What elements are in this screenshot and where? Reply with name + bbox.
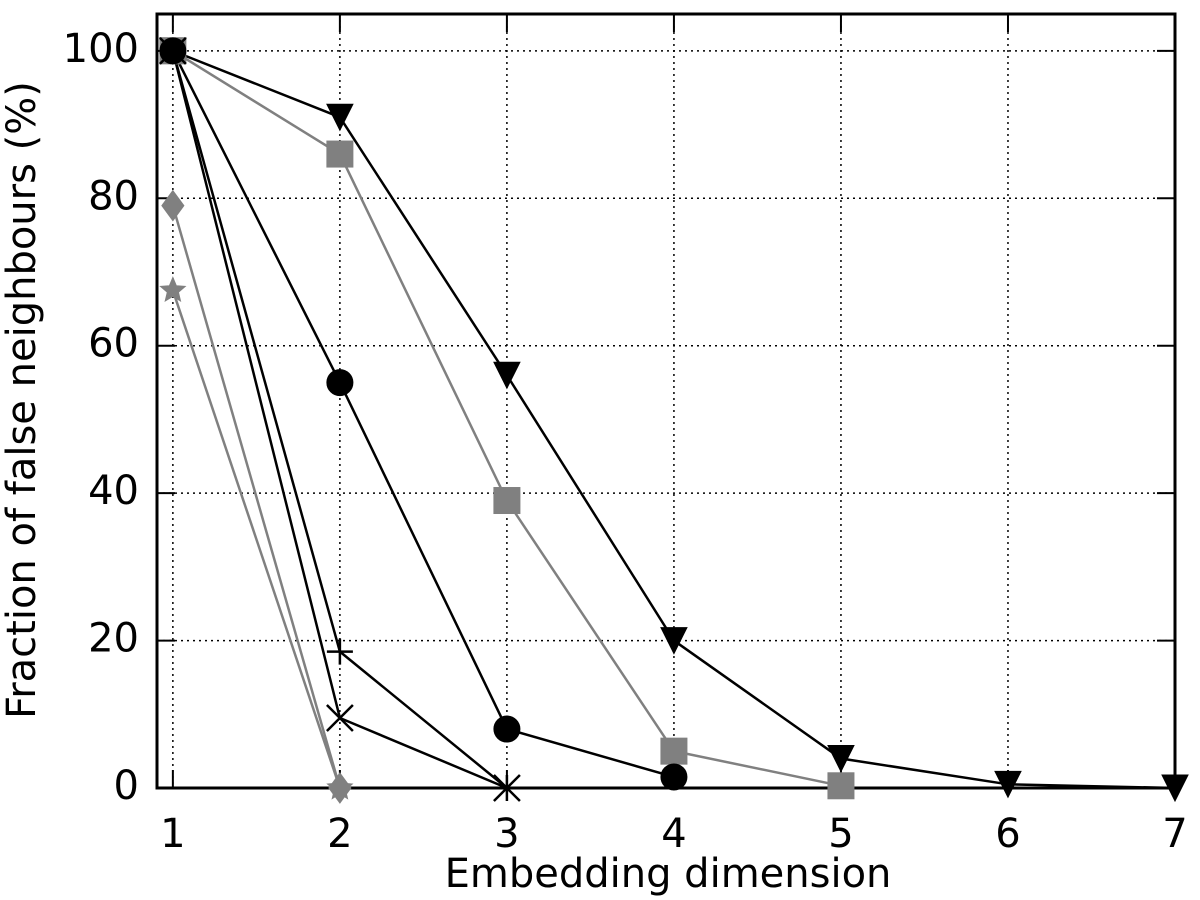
x-tick-label: 5: [828, 811, 853, 857]
marker: [493, 361, 521, 390]
x-tick-label: 1: [160, 811, 185, 857]
marker: [493, 715, 521, 743]
marker: [660, 627, 688, 655]
series-line: [171, 205, 342, 789]
x-tick-label: 7: [1162, 811, 1187, 857]
marker: [827, 745, 855, 773]
y-tick-label: 40: [88, 468, 139, 514]
marker: [326, 103, 354, 132]
marker: [660, 763, 688, 791]
y-tick-label: 20: [88, 616, 139, 662]
plot-frame: [155, 12, 1177, 790]
marker: [326, 369, 354, 397]
y-tick-label: 60: [88, 321, 139, 367]
y-axis-label: Fraction of false neighbours (%): [0, 81, 45, 719]
marker: [827, 772, 855, 800]
marker: [326, 773, 354, 800]
marker: [1161, 774, 1189, 803]
y-tick-label: 100: [63, 26, 139, 72]
marker: [161, 189, 185, 222]
marker: [326, 704, 354, 732]
marker: [159, 276, 187, 302]
series-line: [172, 49, 1176, 790]
x-axis-label: Embedding dimension: [445, 851, 892, 897]
marker: [493, 487, 521, 515]
y-tick-label: 0: [114, 763, 139, 809]
marker: [326, 140, 354, 168]
marker: [326, 638, 353, 665]
x-tick-label: 6: [995, 811, 1020, 857]
marker: [493, 774, 521, 802]
series-line: [171, 290, 342, 789]
x-tick-label: 4: [661, 811, 686, 857]
marker: [660, 737, 688, 765]
marker: [158, 36, 187, 65]
marker: [994, 770, 1022, 799]
x-tick-label: 3: [494, 811, 519, 857]
y-tick-label: 80: [88, 173, 139, 219]
x-tick-label: 2: [327, 811, 352, 857]
series-line: [171, 50, 675, 779]
